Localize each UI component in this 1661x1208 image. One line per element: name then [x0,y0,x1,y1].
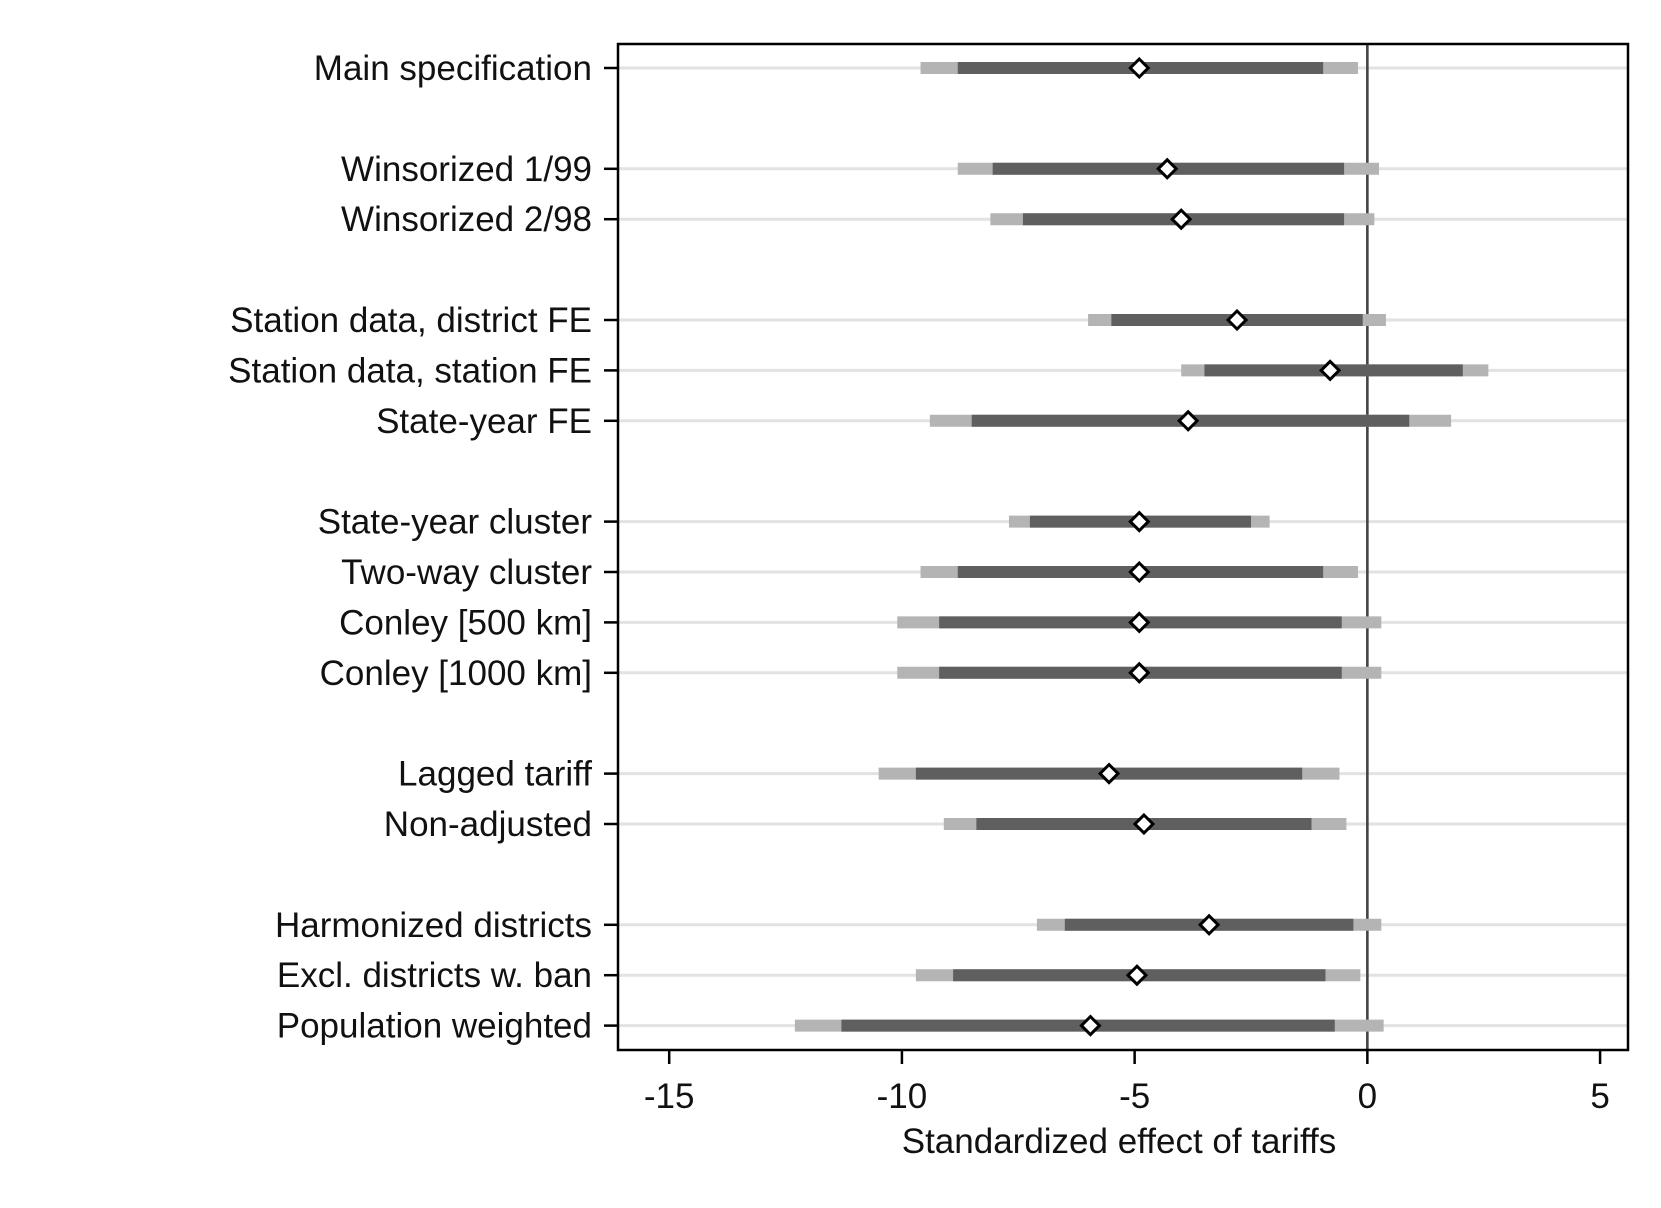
x-tick-label: -15 [644,1077,695,1116]
x-tick-label: 5 [1590,1077,1609,1116]
y-tick-label: Winsorized 2/98 [341,200,592,239]
estimate-marker [1132,812,1156,836]
y-tick-label: Station data, district FE [230,301,592,340]
plot-frame [616,42,1630,1052]
y-axis: Main specification Winsorized 1/99 Winsori… [228,49,618,1046]
estimate-marker [1318,359,1342,382]
x-axis-title: Standardized effect of tariffs [902,1122,1337,1161]
estimate-marker [1125,964,1149,987]
x-tick-label: -5 [1119,1077,1150,1116]
estimate-marker [1177,409,1200,432]
estimate-marker [1128,56,1151,80]
estimate-marker [1128,661,1151,684]
y-tick-label: Conley [500 km] [339,603,592,642]
y-tick-label: State-year cluster [318,503,593,542]
x-tick-label: -10 [877,1077,928,1116]
estimate-marker [1079,1014,1102,1037]
y-tick-label: Conley [1000 km] [320,654,592,693]
y-tick-label: Two-way cluster [341,553,592,592]
y-tick-label: Station data, station FE [228,351,592,390]
y-tick-label: State-year FE [376,402,592,441]
y-tick-label: Main specification [314,49,592,88]
point-estimates [1079,56,1342,1037]
y-tick-label: Excl. districts w. ban [277,956,592,995]
estimate-marker [1170,208,1193,231]
y-tick-label: Harmonized districts [275,906,592,945]
x-axis: -15 -10 -5 0 5 [644,1050,1610,1116]
estimate-marker [1156,157,1179,180]
y-tick-label: Winsorized 1/99 [341,150,592,189]
y-tick-label: Lagged tariff [398,755,592,794]
y-tick-label: Non-adjusted [384,805,592,844]
estimate-marker [1128,510,1151,533]
estimate-marker [1225,308,1249,332]
estimate-marker [1197,913,1221,936]
estimate-marker [1097,762,1121,785]
estimate-marker [1128,611,1151,634]
x-tick-label: 0 [1358,1077,1377,1116]
y-tick-label: Population weighted [277,1007,592,1046]
estimate-marker [1128,560,1151,584]
